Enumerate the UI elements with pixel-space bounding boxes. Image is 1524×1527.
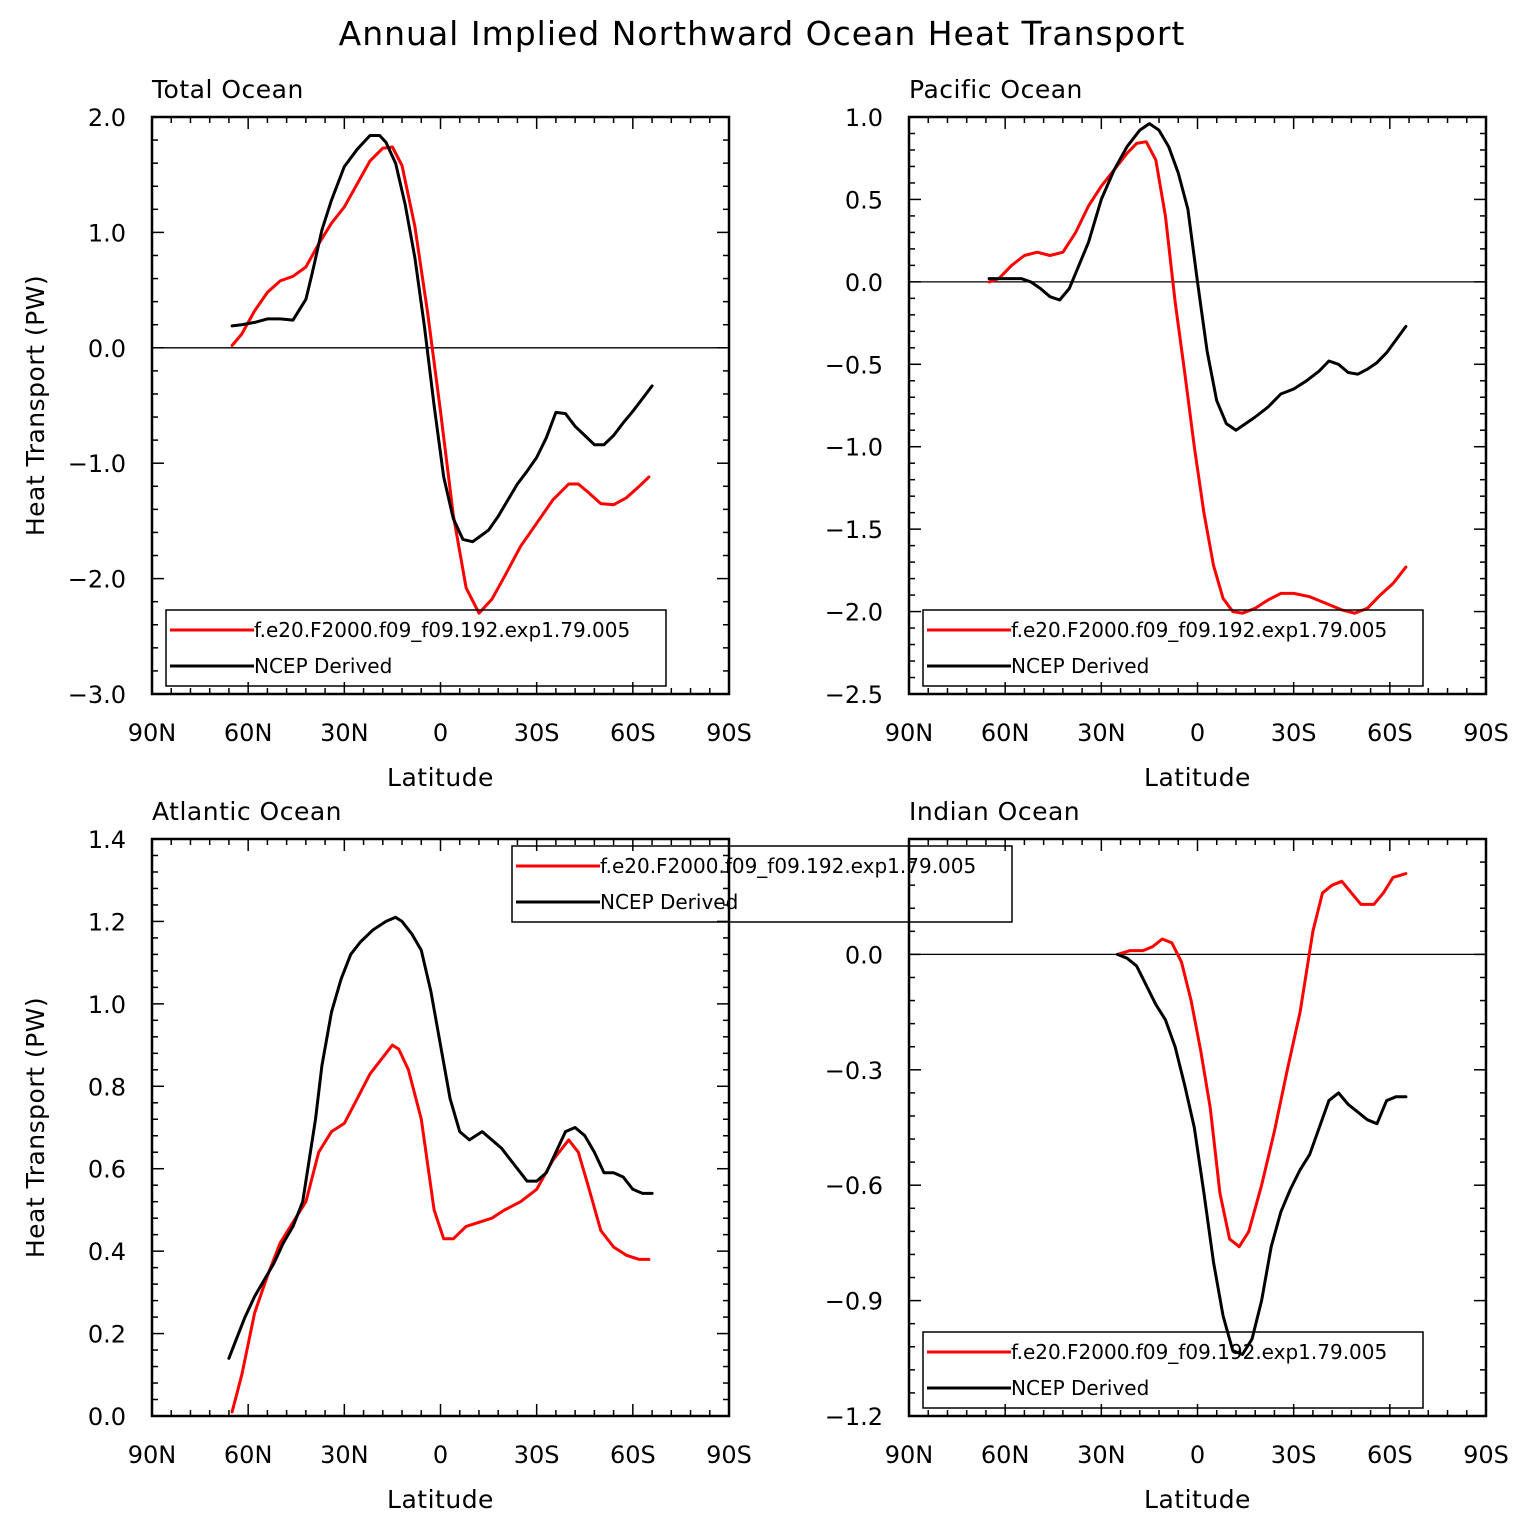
series-line-model bbox=[230, 1043, 651, 1414]
x-tick-label: 60N bbox=[224, 719, 273, 747]
legend: f.e20.F2000.f09_f09.192.exp1.79.005 NCEP … bbox=[922, 1331, 1424, 1409]
series-line-ncep bbox=[1115, 952, 1408, 1356]
figure-title: Annual Implied Northward Ocean Heat Tran… bbox=[339, 14, 1186, 53]
x-tick-label: 90S bbox=[1463, 719, 1509, 747]
legend-label: NCEP Derived bbox=[600, 890, 738, 914]
panel-title: Total Ocean bbox=[151, 75, 304, 104]
y-tick-label: −2.0 bbox=[825, 599, 883, 627]
y-tick-label: 0.2 bbox=[88, 1321, 126, 1349]
x-tick-label: 30N bbox=[1077, 1441, 1126, 1469]
plot-frame bbox=[907, 837, 1488, 1418]
legend-label: NCEP Derived bbox=[254, 654, 392, 678]
x-tick-label: 90S bbox=[706, 719, 752, 747]
y-tick-label: 1.0 bbox=[88, 219, 126, 247]
y-tick-label: 0.5 bbox=[845, 186, 883, 214]
x-tick-label: 60N bbox=[224, 1441, 273, 1469]
y-axis-title: Heat Transport (PW) bbox=[21, 997, 50, 1258]
x-tick-label: 30S bbox=[514, 1441, 560, 1469]
x-tick-label: 30N bbox=[320, 719, 369, 747]
series-line-ncep bbox=[230, 134, 654, 544]
x-tick-label: 30S bbox=[514, 719, 560, 747]
panel-pacific-ocean: 90N 60N 30N 0 30S 60S 90S 1.0 0.5 0.0 −0.5 −1.0 −1.5… bbox=[825, 75, 1509, 792]
y-tick-label: −0.9 bbox=[825, 1288, 883, 1316]
y-tick-label: −0.3 bbox=[825, 1057, 883, 1085]
y-tick-label: 0.0 bbox=[845, 941, 883, 969]
legend-label: NCEP Derived bbox=[1011, 654, 1149, 678]
x-axis-title: Latitude bbox=[387, 763, 494, 792]
x-tick-label: 90N bbox=[128, 1441, 177, 1469]
x-tick-label: 60N bbox=[981, 1441, 1030, 1469]
y-axis-title: Heat Transport (PW) bbox=[21, 275, 50, 536]
x-tick-label: 90S bbox=[706, 1441, 752, 1469]
y-tick-label: −1.5 bbox=[825, 516, 883, 544]
y-tick-label: −1.0 bbox=[68, 450, 126, 478]
y-tick-label: 1.4 bbox=[88, 826, 126, 854]
x-tick-label: 30N bbox=[1077, 719, 1126, 747]
x-tick-label: 0 bbox=[1190, 719, 1205, 747]
legend-label: f.e20.F2000.f09_f09.192.exp1.79.005 bbox=[254, 618, 630, 642]
x-tick-label: 30S bbox=[1271, 1441, 1317, 1469]
panel-title: Atlantic Ocean bbox=[152, 797, 342, 826]
x-tick-label: 90N bbox=[128, 719, 177, 747]
y-tick-label: −1.2 bbox=[825, 1403, 883, 1431]
y-tick-label: −1.0 bbox=[825, 434, 883, 462]
legend: f.e20.F2000.f09_f09.192.exp1.79.005 NCEP … bbox=[922, 609, 1424, 687]
panels-container: 90N 60N 30N 0 30S 60S 90S 2.0 1.0 0.0 −1.0 −2.0 −3.0… bbox=[21, 75, 1509, 1514]
y-tick-label: 0.8 bbox=[88, 1073, 126, 1101]
panel-total-ocean: 90N 60N 30N 0 30S 60S 90S 2.0 1.0 0.0 −1.0 −2.0 −3.0… bbox=[21, 75, 752, 792]
x-tick-label: 60S bbox=[610, 719, 656, 747]
x-tick-label: 0 bbox=[1190, 1441, 1205, 1469]
plot-frame bbox=[907, 115, 1488, 696]
legend-label: f.e20.F2000.f09_f09.192.exp1.79.005 bbox=[600, 854, 976, 878]
x-axis-title: Latitude bbox=[1144, 763, 1251, 792]
y-tick-label: −2.0 bbox=[68, 566, 126, 594]
series-line-model bbox=[230, 145, 651, 615]
x-axis-title: Latitude bbox=[1144, 1485, 1251, 1514]
y-tick-label: 1.0 bbox=[88, 991, 126, 1019]
legend-box bbox=[165, 609, 667, 687]
x-tick-label: 90S bbox=[1463, 1441, 1509, 1469]
y-tick-label: 0.4 bbox=[88, 1238, 126, 1266]
y-tick-label: 0.0 bbox=[88, 1403, 126, 1431]
panel-indian-ocean: 90N 60N 30N 0 30S 60S 90S 0.0 −0.3 −0.6 −0.9 −1.2 In… bbox=[825, 797, 1509, 1514]
legend-label: f.e20.F2000.f09_f09.192.exp1.79.005 bbox=[1011, 618, 1387, 642]
y-tick-label: 0.0 bbox=[88, 335, 126, 363]
x-tick-label: 60S bbox=[1367, 719, 1413, 747]
legend-box bbox=[511, 845, 1013, 923]
panel-title: Indian Ocean bbox=[909, 797, 1080, 826]
x-tick-label: 90N bbox=[885, 1441, 934, 1469]
x-tick-label: 0 bbox=[433, 1441, 448, 1469]
y-tick-label: −2.5 bbox=[825, 681, 883, 709]
x-tick-label: 60S bbox=[610, 1441, 656, 1469]
y-tick-label: 1.0 bbox=[845, 104, 883, 132]
series-line-ncep bbox=[227, 915, 654, 1360]
x-tick-label: 60S bbox=[1367, 1441, 1413, 1469]
series-line-model bbox=[1115, 872, 1408, 1249]
legend-layer: f.e20.F2000.f09_f09.192.exp1.79.005 NCEP … bbox=[165, 609, 1424, 1409]
x-tick-label: 30S bbox=[1271, 719, 1317, 747]
y-tick-label: 1.2 bbox=[88, 908, 126, 936]
x-tick-label: 90N bbox=[885, 719, 934, 747]
x-axis-title: Latitude bbox=[387, 1485, 494, 1514]
legend: f.e20.F2000.f09_f09.192.exp1.79.005 NCEP … bbox=[511, 845, 1013, 923]
y-tick-label: 2.0 bbox=[88, 104, 126, 132]
panel-title: Pacific Ocean bbox=[909, 75, 1083, 104]
y-tick-label: −0.6 bbox=[825, 1172, 883, 1200]
series-line-model bbox=[987, 140, 1408, 615]
y-tick-label: −0.5 bbox=[825, 351, 883, 379]
y-tick-label: 0.0 bbox=[845, 269, 883, 297]
series-line-ncep bbox=[987, 122, 1408, 432]
y-tick-label: 0.6 bbox=[88, 1156, 126, 1184]
x-tick-label: 60N bbox=[981, 719, 1030, 747]
legend-label: NCEP Derived bbox=[1011, 1376, 1149, 1400]
legend-label: f.e20.F2000.f09_f09.192.exp1.79.005 bbox=[1011, 1340, 1387, 1364]
y-tick-label: −3.0 bbox=[68, 681, 126, 709]
legend-box bbox=[922, 609, 1424, 687]
x-tick-label: 0 bbox=[433, 719, 448, 747]
panel-atlantic-ocean: 90N 60N 30N 0 30S 60S 90S 1.4 1.2 1.0 0.8 0.6 0.4 0.2… bbox=[21, 797, 752, 1514]
legend-box bbox=[922, 1331, 1424, 1409]
x-tick-label: 30N bbox=[320, 1441, 369, 1469]
legend: f.e20.F2000.f09_f09.192.exp1.79.005 NCEP … bbox=[165, 609, 667, 687]
